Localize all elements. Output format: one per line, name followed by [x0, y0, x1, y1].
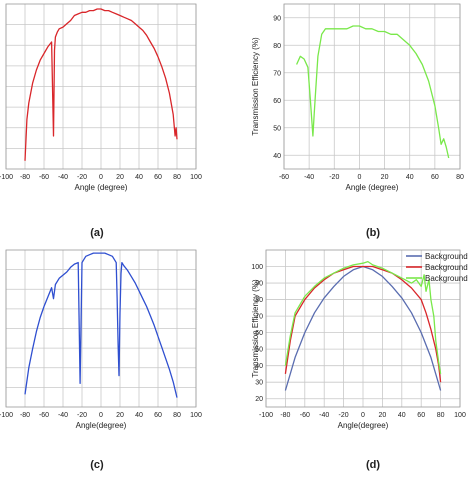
x-tick-label: 40 [135, 412, 143, 419]
x-tick-label: 0 [99, 174, 103, 181]
x-tick-label: -100 [0, 412, 13, 419]
x-tick-label: -80 [20, 174, 30, 181]
x-tick-label: -40 [304, 174, 314, 181]
x-tick-label: 80 [456, 174, 464, 181]
panel-label-c: (c) [90, 459, 104, 471]
plot-frame [283, 3, 461, 170]
panel-a: -100 -80 -60 -40 -20 0 20 40 60 80 100 Angle (degre… [0, 3, 202, 192]
x-tick-label: -20 [77, 412, 87, 419]
y-tick-label: 60 [255, 330, 263, 337]
legend-entry: Background [425, 263, 468, 272]
panel-label-b: (b) [366, 227, 380, 239]
x-tick-label: -80 [20, 412, 30, 419]
x-axis-label: Angle (degree) [346, 183, 399, 192]
x-tick-label: -100 [0, 174, 13, 181]
series-line-1 [24, 252, 178, 398]
x-tick-label: -60 [39, 412, 49, 419]
panel-label-a: (a) [90, 227, 104, 239]
x-tick-label: 80 [173, 412, 181, 419]
y-axis-label: Transmission Efficiency (%) [251, 279, 260, 378]
x-axis-label: Angle (degree) [75, 183, 128, 192]
y-tick-label: 80 [273, 43, 281, 50]
x-tick-label: 80 [173, 174, 181, 181]
x-tick-label: 100 [190, 412, 202, 419]
x-tick-label: 100 [454, 412, 466, 419]
x-tick-label: 20 [116, 174, 124, 181]
legend-entry: Background [425, 274, 468, 283]
plot-frame [5, 249, 197, 408]
y-tick-label: 90 [273, 15, 281, 22]
y-tick-label: 50 [255, 347, 263, 354]
y-tick-label: 50 [273, 125, 281, 132]
x-tick-label: 60 [431, 174, 439, 181]
x-tick-label: 100 [190, 174, 202, 181]
plot-frame [265, 249, 461, 408]
y-tick-label: 20 [255, 396, 263, 403]
y-tick-label: 70 [273, 70, 281, 77]
panel-c: -100 -80 -60 -40 -20 0 20 40 60 80 100 Angle(degree… [0, 249, 202, 430]
y-tick-label: 60 [273, 98, 281, 105]
x-tick-label: -60 [39, 174, 49, 181]
y-tick-label: 30 [255, 380, 263, 387]
x-tick-label: 40 [135, 174, 143, 181]
y-tick-label: 100 [251, 264, 263, 271]
y-tick-label: 80 [255, 297, 263, 304]
x-tick-label: -40 [319, 412, 329, 419]
x-tick-label: 80 [437, 412, 445, 419]
series-line-2 [284, 265, 442, 383]
legend-entry: Background [425, 252, 468, 261]
panel-label-d: (d) [366, 459, 380, 471]
x-tick-label: 40 [398, 412, 406, 419]
y-tick-label: 40 [273, 153, 281, 160]
x-tick-label: 60 [154, 174, 162, 181]
x-tick-label: -60 [279, 174, 289, 181]
x-tick-label: -40 [58, 412, 68, 419]
panel-d: -100 -80 -60 -40 -20 0 20 40 60 80 100 20 30 40 50 60 70… [251, 249, 468, 430]
y-axis-label: Transmission Efficiency (%) [251, 37, 260, 136]
plot-frame [5, 3, 197, 170]
x-tick-label: 60 [417, 412, 425, 419]
x-tick-label: 0 [361, 412, 365, 419]
x-tick-label: -20 [329, 174, 339, 181]
x-tick-label: 40 [406, 174, 414, 181]
x-tick-label: 20 [381, 174, 389, 181]
x-tick-label: 60 [154, 412, 162, 419]
y-tick-label: 90 [255, 281, 263, 288]
x-tick-label: 0 [357, 174, 361, 181]
legend: Background Background Background [406, 252, 468, 283]
x-tick-label: -60 [300, 412, 310, 419]
y-tick-label: 70 [255, 314, 263, 321]
x-axis-label: Angle(degree) [76, 421, 127, 430]
x-axis-label: Angle(degree) [338, 421, 389, 430]
x-tick-label: -40 [58, 174, 68, 181]
panel-b: -60 -40 -20 0 20 40 60 80 40 50 60 70 80 90 Angle (deg… [251, 3, 464, 192]
x-tick-label: 20 [379, 412, 387, 419]
x-tick-label: -20 [77, 174, 87, 181]
y-tick-label: 40 [255, 363, 263, 370]
x-tick-label: -100 [259, 412, 273, 419]
x-tick-label: 20 [116, 412, 124, 419]
x-tick-label: 0 [99, 412, 103, 419]
series-line-3 [284, 260, 442, 375]
x-tick-label: -80 [280, 412, 290, 419]
x-tick-label: -20 [339, 412, 349, 419]
grid [5, 250, 197, 407]
series-line-1 [24, 8, 178, 161]
series-line-1 [296, 25, 450, 159]
